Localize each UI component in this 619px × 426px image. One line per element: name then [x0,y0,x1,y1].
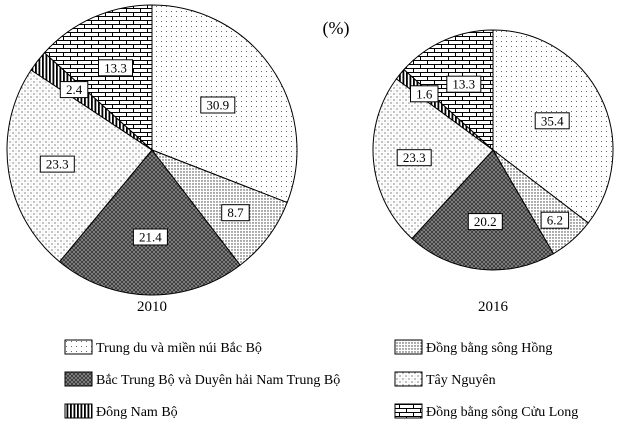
data-label-2010-dong-bang-song-hong: 8.7 [227,205,244,220]
data-label-box-2010-tay-nguyen [39,155,75,173]
data-label-box-2016-bac-trung-bo-va-duyen-hai-nam-trung-bo [467,213,503,231]
data-label-2016-dong-bang-song-hong: 6.2 [547,213,563,228]
data-label-2016-dong-nam-bo: 1.6 [416,86,433,101]
legend-label-trung-du-va-mien-nui-bac-bo: Trung du và miền núi Bắc Bộ [96,341,262,356]
data-label-box-2010-dong-bang-song-cuu-long [98,59,133,77]
data-label-box-2016-dong-bang-song-cuu-long [446,75,482,93]
data-label-2016-trung-du-va-mien-nui-bac-bo: 35.4 [541,113,564,128]
legend-label-bac-trung-bo-va-duyen-hai-nam-trung-bo: Bắc Trung Bộ và Duyên hải Nam Trung Bộ [96,373,340,388]
data-label-2016-dong-bang-song-cuu-long: 13.3 [452,77,475,92]
data-label-2016-bac-trung-bo-va-duyen-hai-nam-trung-bo: 20.2 [474,214,497,229]
year-label-2010: 2010 [137,299,167,315]
legend-swatch-trung-du-va-mien-nui-bac-bo [64,339,93,355]
pie-2010: 30.9 8.7 21.4 23.3 2.4 13.3 [6,4,298,296]
legend-swatch-dong-nam-bo [64,403,93,419]
legend-swatch-bac-trung-bo-va-duyen-hai-nam-trung-bo [64,371,93,387]
data-label-box-2010-dong-nam-bo [59,81,89,99]
year-label-2016: 2016 [478,299,509,315]
data-label-box-2010-dong-bang-song-hong [221,204,250,222]
data-label-2010-trung-du-va-mien-nui-bac-bo: 30.9 [206,98,229,113]
legend-swatch-dong-bang-song-hong [394,339,423,355]
data-label-2010-tay-nguyen: 23.3 [46,157,69,172]
pie-2016: 35.4 6.2 20.2 23.3 1.6 13.3 [372,29,614,271]
slice-2010-dong-bang-song-cuu-long [43,4,153,152]
slice-2010-tay-nguyen [6,69,153,263]
data-label-2010-bac-trung-bo-va-duyen-hai-nam-trung-bo: 21.4 [139,230,162,245]
data-label-2010-dong-bang-song-cuu-long: 13.3 [104,60,127,75]
data-label-2016-tay-nguyen: 23.3 [403,150,426,165]
data-label-box-2010-trung-du-va-mien-nui-bac-bo [200,96,236,114]
legend-label-tay-nguyen: Tây Nguyên [426,373,496,388]
slice-2016-tay-nguyen [372,78,494,240]
slice-2016-bac-trung-bo-va-duyen-hai-nam-trung-bo [411,149,555,271]
data-label-box-2010-bac-trung-bo-va-duyen-hai-nam-trung-bo [132,228,168,246]
legend-label-dong-bang-song-hong: Đồng bằng sông Hồng [426,341,552,356]
data-label-box-2016-tay-nguyen [396,149,432,167]
legend: Trung du và miền núi Bắc Bộ Đồng bằng sôn… [64,339,578,420]
slice-2010-bac-trung-bo-va-duyen-hai-nam-trung-bo [58,149,241,296]
data-label-box-2016-dong-bang-song-hong [540,211,570,229]
data-label-box-2016-dong-nam-bo [410,85,439,103]
legend-swatch-tay-nguyen [394,371,423,387]
chart-title: (%) [323,18,350,39]
legend-swatch-dong-bang-song-cuu-long [394,403,423,419]
data-label-2010-dong-nam-bo: 2.4 [66,82,83,97]
data-label-box-2016-trung-du-va-mien-nui-bac-bo [534,112,570,130]
legend-label-dong-bang-song-cuu-long: Đồng bằng sông Cửu Long [426,405,578,420]
legend-label-dong-nam-bo: Đông Nam Bộ [96,405,178,420]
